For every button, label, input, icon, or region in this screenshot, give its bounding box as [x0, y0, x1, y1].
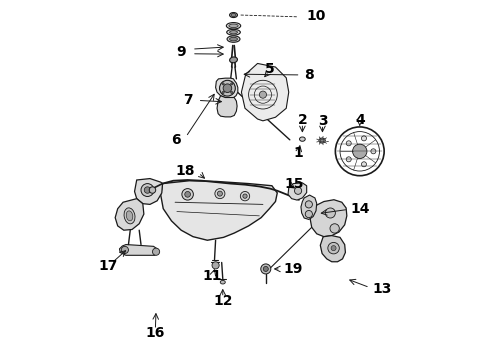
Circle shape [240, 192, 250, 201]
Text: 2: 2 [297, 113, 307, 127]
Circle shape [346, 141, 351, 146]
Circle shape [152, 248, 160, 255]
Circle shape [330, 224, 339, 233]
Ellipse shape [124, 208, 135, 224]
Polygon shape [216, 78, 238, 98]
Circle shape [353, 144, 367, 158]
Text: 17: 17 [98, 259, 118, 273]
Ellipse shape [227, 36, 240, 42]
Text: 16: 16 [145, 327, 164, 341]
Ellipse shape [231, 13, 236, 17]
Circle shape [185, 192, 191, 197]
Text: 10: 10 [307, 9, 326, 23]
Polygon shape [115, 199, 144, 230]
Circle shape [212, 262, 219, 269]
Polygon shape [120, 244, 158, 255]
Text: 14: 14 [351, 202, 370, 216]
Circle shape [371, 149, 376, 154]
Circle shape [362, 162, 367, 167]
Polygon shape [288, 183, 307, 200]
Circle shape [141, 184, 154, 197]
Circle shape [182, 189, 194, 200]
Text: 5: 5 [265, 62, 275, 76]
Circle shape [263, 266, 269, 271]
Ellipse shape [227, 30, 240, 35]
Text: 7: 7 [183, 93, 193, 107]
Polygon shape [135, 179, 163, 204]
Circle shape [259, 91, 267, 98]
Ellipse shape [230, 13, 238, 18]
Text: 1: 1 [293, 146, 303, 160]
Text: 6: 6 [172, 133, 181, 147]
Ellipse shape [229, 24, 238, 28]
Circle shape [222, 91, 224, 94]
Ellipse shape [230, 57, 238, 63]
Circle shape [305, 211, 313, 218]
Circle shape [215, 189, 225, 199]
Text: 3: 3 [318, 114, 328, 128]
Circle shape [328, 242, 339, 254]
Text: 4: 4 [355, 113, 365, 127]
Ellipse shape [230, 31, 238, 34]
Circle shape [149, 187, 156, 193]
Ellipse shape [220, 280, 225, 284]
Circle shape [362, 136, 367, 141]
Ellipse shape [299, 137, 305, 141]
Circle shape [122, 246, 128, 253]
Text: 15: 15 [285, 177, 304, 190]
Polygon shape [242, 63, 289, 121]
Text: 19: 19 [284, 262, 303, 276]
Text: 8: 8 [304, 68, 314, 82]
Ellipse shape [320, 139, 324, 142]
Ellipse shape [230, 37, 238, 41]
Polygon shape [320, 235, 345, 262]
Ellipse shape [319, 138, 325, 143]
Ellipse shape [126, 211, 133, 221]
Circle shape [220, 80, 235, 96]
Polygon shape [310, 200, 347, 237]
Polygon shape [161, 181, 277, 240]
Text: 18: 18 [175, 164, 195, 178]
Circle shape [222, 83, 224, 85]
Circle shape [305, 201, 313, 208]
Circle shape [331, 246, 336, 251]
Text: 9: 9 [176, 45, 186, 59]
Circle shape [223, 84, 232, 93]
Circle shape [346, 157, 351, 162]
Circle shape [144, 187, 151, 193]
Polygon shape [301, 195, 317, 220]
Circle shape [261, 264, 271, 274]
Text: 13: 13 [372, 282, 392, 296]
Text: 12: 12 [214, 294, 233, 308]
Text: 11: 11 [202, 269, 222, 283]
Circle shape [218, 191, 222, 196]
Polygon shape [217, 96, 237, 117]
Circle shape [243, 194, 247, 198]
Ellipse shape [226, 23, 241, 29]
Circle shape [231, 83, 233, 85]
Circle shape [231, 91, 233, 94]
Circle shape [325, 208, 335, 218]
Circle shape [294, 187, 302, 194]
